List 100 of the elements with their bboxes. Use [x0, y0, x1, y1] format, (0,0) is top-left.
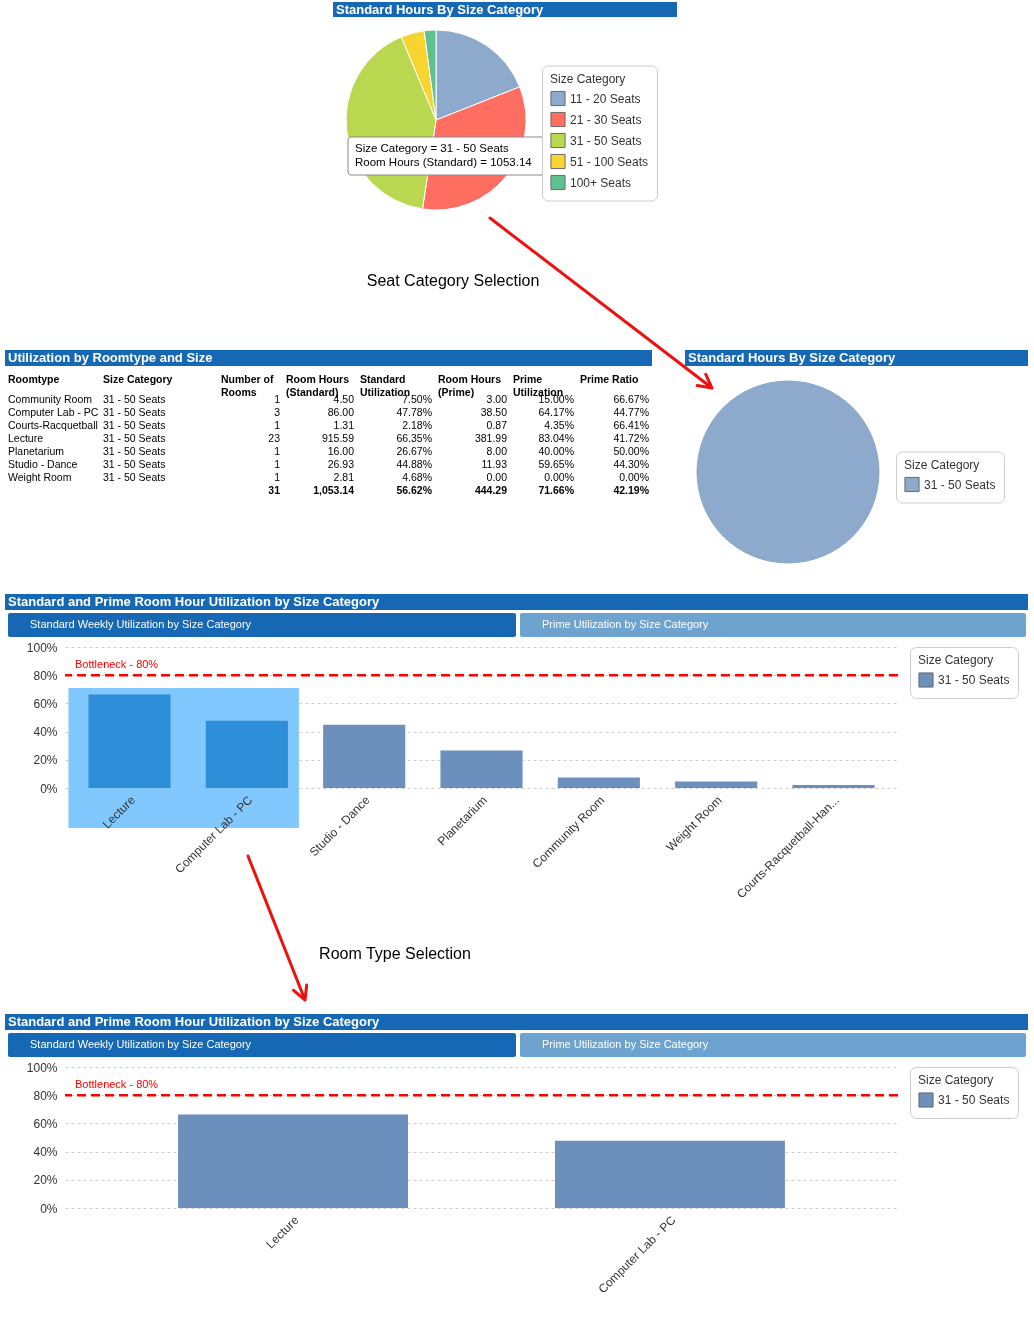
text: Seat Category Selection [366, 272, 540, 289]
text: 44.88% [396, 458, 432, 470]
text: 444.29 [474, 484, 507, 496]
text: 1 [274, 458, 280, 470]
text: 86.00 [327, 406, 354, 418]
text: 1,053.14 [313, 484, 354, 496]
legend-title: Size Category [918, 1073, 994, 1087]
legend-label: 51 - 100 Seats [570, 154, 649, 169]
text: 23 [268, 432, 280, 444]
text: Size Category = 31 - 50 Seats [355, 142, 509, 154]
category-label: Prime Ratio [580, 373, 639, 385]
y-tick-label: 100% [26, 640, 58, 655]
text: Prime Utilization by Size Category [542, 1038, 709, 1050]
legend-title: Size Category [904, 457, 980, 472]
category-label: Roomtype [8, 373, 60, 385]
text: 38.50 [480, 406, 507, 418]
y-tick-label: 0% [40, 1201, 58, 1216]
text: 56.62% [396, 484, 432, 496]
text: Courts-Racquetball [8, 419, 98, 431]
text: 66.67% [613, 393, 649, 405]
text: 26.93 [327, 458, 354, 470]
text: 4.35% [544, 419, 574, 431]
legend-title: Size Category [550, 71, 626, 86]
text: 8.00 [486, 445, 507, 457]
text: 1 [274, 393, 280, 405]
text: 50.00% [613, 445, 649, 457]
text: Weight Room [8, 471, 72, 483]
bar [323, 724, 406, 788]
chart-title: Standard and Prime Room Hour Utilization by Size Category [8, 1014, 381, 1029]
ref-line-label: Bottleneck - 80% [75, 658, 159, 671]
legend-label: 11 - 20 Seats [570, 91, 641, 106]
text: Room Type Selection [319, 945, 471, 962]
text: 1 [274, 419, 280, 431]
y-tick-label: 20% [33, 1173, 58, 1188]
y-tick-label: 0% [40, 781, 58, 796]
text: 0.00 [486, 471, 507, 483]
bar [440, 750, 523, 788]
text: 16.00 [327, 445, 354, 457]
y-tick-label: 20% [33, 753, 58, 768]
text: 31 - 50 Seats [103, 445, 166, 457]
text: Standard Weekly Utilization by Size Category [30, 618, 252, 630]
text: 83.04% [538, 432, 574, 444]
chart-title: Standard and Prime Room Hour Utilization by Size Category [8, 594, 381, 609]
text: 0.00% [544, 471, 574, 483]
bar [557, 777, 640, 788]
ref-line-label: Bottleneck - 80% [75, 1078, 159, 1091]
text: 31 - 50 Seats [103, 406, 166, 418]
text: 0.00% [619, 471, 649, 483]
text: 915.59 [321, 432, 354, 444]
bar [88, 694, 171, 788]
text: Computer Lab - PC [8, 406, 99, 418]
text: 31 - 50 Seats [103, 471, 166, 483]
text: Utilization by Roomtype and Size [8, 350, 213, 365]
text: 2.18% [402, 419, 432, 431]
chart-title: Standard Hours By Size Category [688, 350, 897, 365]
text: 3 [274, 406, 280, 418]
text: 4.68% [402, 471, 432, 483]
category-label: Number of Rooms [221, 373, 274, 398]
text: Standard Weekly Utilization by Size Category [30, 1038, 252, 1050]
text: 31 - 50 Seats [103, 419, 166, 431]
text: Lecture [8, 432, 44, 444]
text: 0.87 [486, 419, 507, 431]
text: 40.00% [538, 445, 574, 457]
y-tick-label: 40% [33, 725, 58, 740]
category-label: Size Category [103, 373, 173, 385]
text: 66.41% [613, 419, 649, 431]
y-tick-label: 60% [33, 696, 58, 711]
text: 44.77% [613, 406, 649, 418]
text: 44.30% [613, 458, 649, 470]
bar [792, 784, 875, 788]
legend-label: 31 - 50 Seats [938, 1093, 1010, 1107]
chart-title: Standard Hours By Size Category [336, 1, 545, 17]
y-tick-label: 80% [33, 668, 58, 683]
text: Room Hours (Standard) = 1053.14 [355, 156, 533, 168]
y-tick-label: 80% [33, 1088, 58, 1103]
text: 381.99 [474, 432, 507, 444]
text: 47.78% [396, 406, 432, 418]
legend-label: 21 - 30 Seats [570, 112, 642, 127]
legend-title: Size Category [918, 653, 994, 667]
bar [205, 720, 288, 788]
category-label: 31 - 50 Seats [103, 393, 166, 405]
text: 11.93 [481, 458, 507, 470]
text: Prime Utilization by Size Category [542, 618, 709, 630]
text: 59.65% [538, 458, 574, 470]
text: 31 - 50 Seats [103, 432, 166, 444]
text: 64.17% [538, 406, 574, 418]
text: Studio - Dance [8, 458, 78, 470]
text: 1 [274, 445, 280, 457]
text: Community Room [8, 393, 93, 405]
text: 71.66% [538, 484, 574, 496]
legend-label: 100+ Seats [570, 175, 632, 190]
text: 26.67% [396, 445, 432, 457]
text: 42.19% [613, 484, 649, 496]
legend-label: 31 - 50 Seats [938, 673, 1010, 687]
text: Planetarium [8, 445, 65, 457]
bar [675, 781, 758, 788]
legend-label: 31 - 50 Seats [924, 477, 996, 492]
text: 66.35% [396, 432, 432, 444]
text: 41.72% [613, 432, 649, 444]
text: 1.31 [333, 419, 354, 431]
